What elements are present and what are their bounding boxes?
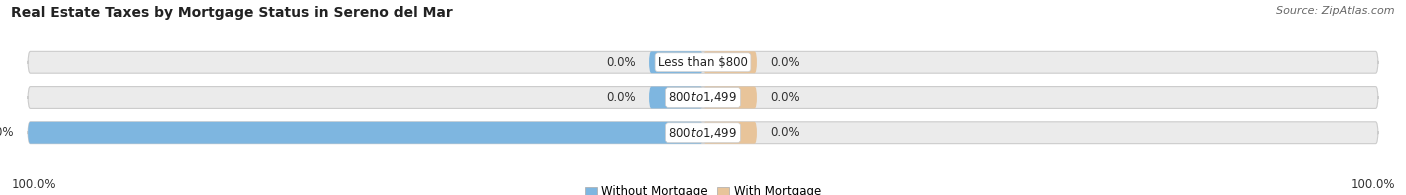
Text: 0.0%: 0.0% bbox=[770, 126, 800, 139]
Text: 100.0%: 100.0% bbox=[0, 126, 14, 139]
Text: Real Estate Taxes by Mortgage Status in Sereno del Mar: Real Estate Taxes by Mortgage Status in … bbox=[11, 6, 453, 20]
Text: Source: ZipAtlas.com: Source: ZipAtlas.com bbox=[1277, 6, 1395, 16]
FancyBboxPatch shape bbox=[28, 122, 1378, 144]
Text: 0.0%: 0.0% bbox=[770, 56, 800, 69]
FancyBboxPatch shape bbox=[28, 122, 703, 144]
Text: $800 to $1,499: $800 to $1,499 bbox=[668, 126, 738, 140]
FancyBboxPatch shape bbox=[650, 51, 703, 73]
FancyBboxPatch shape bbox=[703, 51, 756, 73]
Text: 100.0%: 100.0% bbox=[11, 178, 56, 191]
Text: 100.0%: 100.0% bbox=[1350, 178, 1395, 191]
FancyBboxPatch shape bbox=[703, 87, 756, 108]
Text: 0.0%: 0.0% bbox=[770, 91, 800, 104]
Text: 0.0%: 0.0% bbox=[606, 56, 636, 69]
FancyBboxPatch shape bbox=[28, 87, 1378, 108]
Text: 0.0%: 0.0% bbox=[606, 91, 636, 104]
Text: Less than $800: Less than $800 bbox=[658, 56, 748, 69]
Legend: Without Mortgage, With Mortgage: Without Mortgage, With Mortgage bbox=[581, 181, 825, 195]
FancyBboxPatch shape bbox=[28, 51, 1378, 73]
Text: $800 to $1,499: $800 to $1,499 bbox=[668, 90, 738, 105]
FancyBboxPatch shape bbox=[703, 122, 756, 144]
FancyBboxPatch shape bbox=[650, 87, 703, 108]
